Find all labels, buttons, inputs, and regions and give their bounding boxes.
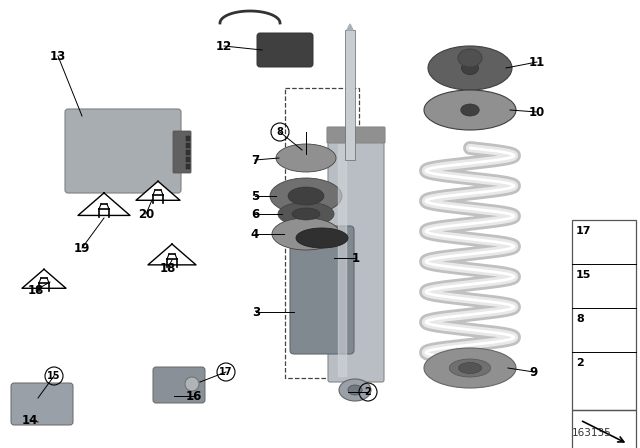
- Bar: [186, 150, 190, 155]
- Ellipse shape: [272, 218, 340, 250]
- Polygon shape: [78, 193, 130, 215]
- Ellipse shape: [292, 208, 320, 220]
- Text: 2: 2: [365, 387, 371, 397]
- Text: 11: 11: [529, 56, 545, 69]
- Text: 8: 8: [276, 127, 284, 137]
- Bar: [285, 88, 359, 378]
- Text: 3: 3: [252, 306, 260, 319]
- Text: 15: 15: [47, 371, 61, 381]
- Ellipse shape: [424, 90, 516, 130]
- Bar: [345, 30, 355, 160]
- Text: 12: 12: [216, 39, 232, 52]
- Text: 17: 17: [220, 367, 233, 377]
- Polygon shape: [148, 244, 196, 265]
- Ellipse shape: [458, 362, 481, 374]
- Ellipse shape: [296, 228, 348, 248]
- Ellipse shape: [270, 178, 342, 214]
- Text: 7: 7: [251, 154, 259, 167]
- Text: 4: 4: [251, 228, 259, 241]
- Text: 1: 1: [352, 251, 360, 264]
- Polygon shape: [338, 144, 346, 376]
- FancyBboxPatch shape: [173, 131, 191, 173]
- Ellipse shape: [276, 144, 336, 172]
- Ellipse shape: [449, 359, 491, 377]
- Text: 18: 18: [160, 262, 176, 275]
- Text: 19: 19: [74, 241, 90, 254]
- Bar: [572, 220, 636, 410]
- Bar: [186, 136, 190, 141]
- Ellipse shape: [339, 379, 371, 401]
- Text: 8: 8: [576, 314, 584, 324]
- Ellipse shape: [278, 202, 334, 226]
- Bar: [186, 164, 190, 169]
- Text: 17: 17: [576, 226, 591, 236]
- Bar: [186, 157, 190, 162]
- FancyBboxPatch shape: [65, 109, 181, 193]
- Polygon shape: [347, 24, 353, 30]
- Ellipse shape: [461, 104, 479, 116]
- FancyBboxPatch shape: [11, 383, 73, 425]
- Text: 2: 2: [576, 358, 584, 368]
- Text: 15: 15: [576, 270, 591, 280]
- Text: 16: 16: [186, 389, 202, 402]
- FancyBboxPatch shape: [153, 367, 205, 403]
- FancyBboxPatch shape: [290, 226, 354, 354]
- Bar: [572, 410, 636, 448]
- Ellipse shape: [288, 187, 324, 205]
- Circle shape: [185, 377, 199, 391]
- Polygon shape: [136, 181, 180, 200]
- Text: 18: 18: [28, 284, 44, 297]
- Ellipse shape: [348, 385, 362, 395]
- Text: 9: 9: [530, 366, 538, 379]
- Polygon shape: [22, 269, 66, 288]
- Text: 10: 10: [529, 105, 545, 119]
- Ellipse shape: [458, 49, 482, 67]
- Text: 6: 6: [251, 207, 259, 220]
- Text: 163135: 163135: [572, 428, 612, 438]
- Bar: [186, 143, 190, 148]
- Ellipse shape: [428, 46, 512, 90]
- Text: 5: 5: [251, 190, 259, 202]
- Text: 14: 14: [22, 414, 38, 426]
- Text: 13: 13: [50, 49, 66, 63]
- FancyBboxPatch shape: [257, 33, 313, 67]
- FancyBboxPatch shape: [328, 138, 384, 382]
- FancyBboxPatch shape: [327, 127, 385, 143]
- Ellipse shape: [424, 348, 516, 388]
- Ellipse shape: [461, 61, 479, 75]
- Text: 20: 20: [138, 207, 154, 220]
